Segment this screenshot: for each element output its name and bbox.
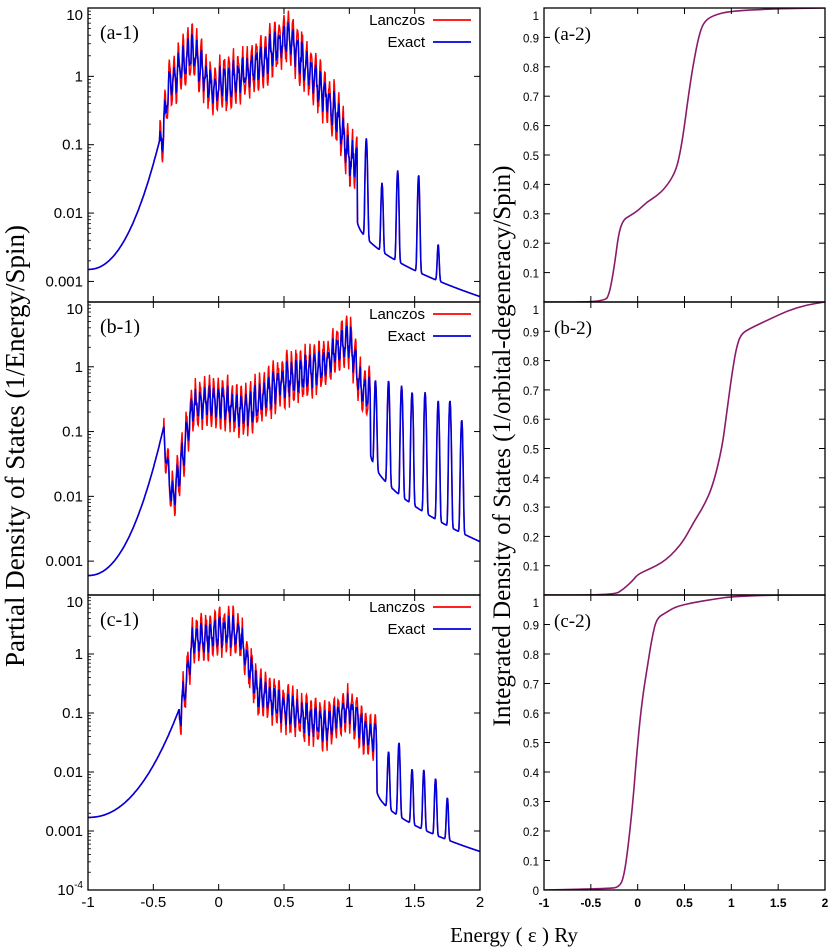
x-axis-label: Energy ( ε ) Ry <box>450 923 578 947</box>
y-tick-label: 1 <box>533 305 539 317</box>
series-line-integrated <box>544 8 825 302</box>
y-axis-label-left: Partial Density of States (1/Energy/Spin… <box>0 225 30 667</box>
y-tick-label: 0.7 <box>523 92 539 104</box>
y-tick-label: 0.1 <box>62 705 83 722</box>
y-tick-label: 10-4 <box>57 880 83 899</box>
y-tick-label: 0.6 <box>523 122 539 134</box>
x-tick-label: 1 <box>345 894 353 911</box>
y-tick-label: 1 <box>75 359 83 376</box>
y-tick-label: 0.01 <box>54 488 83 505</box>
y-tick-label: 0.6 <box>523 415 539 427</box>
y-tick-label: 0.7 <box>523 386 539 398</box>
panel-label: (a-2) <box>554 24 591 45</box>
y-tick-label: 1 <box>75 68 83 85</box>
panel-label: (c-2) <box>554 611 591 632</box>
legend-label-exact: Exact <box>387 621 425 638</box>
x-tick-label: 0.5 <box>274 894 295 911</box>
y-tick-label: 0.1 <box>523 562 539 574</box>
series-line-integrated <box>544 302 825 595</box>
legend-label-lanczos: Lanczos <box>369 12 425 29</box>
x-tick-label: -0.5 <box>140 894 166 911</box>
x-tick-label: -1 <box>81 894 94 911</box>
y-tick-label: 0.4 <box>523 768 540 780</box>
series-line-exact <box>88 615 480 853</box>
panel-label: (a-1) <box>100 22 139 44</box>
panel-label: (c-1) <box>100 609 139 631</box>
y-tick-label: 0.5 <box>523 739 539 751</box>
y-tick-label: 0.5 <box>523 445 539 457</box>
y-tick-label: 10 <box>66 301 83 318</box>
panel-label: (b-1) <box>100 316 140 338</box>
y-tick-label: 0.5 <box>523 151 539 163</box>
y-tick-label: 0.1 <box>523 857 539 869</box>
y-tick-label: 0.6 <box>523 709 539 721</box>
x-tick-label: -0.5 <box>580 896 601 910</box>
y-tick-label: 0.9 <box>523 621 539 633</box>
x-tick-label: 0 <box>634 896 641 910</box>
series-line-exact <box>88 22 480 298</box>
panel-a-2: 1 0.9 0.8 0.7 0.6 0.5 0.4 0.3 0.2 0.1 (a-2) <box>523 7 826 303</box>
y-tick-label: 0.7 <box>523 680 539 692</box>
plot-frame <box>87 594 481 891</box>
series-line-exact <box>88 325 480 577</box>
x-tick-label: -1 <box>539 896 550 910</box>
panel-c-2: 10.90.80.70.60.50.40.30.20.10-1 -0.5 0 0.5 1… <box>523 594 829 910</box>
panel-label: (b-2) <box>554 318 592 339</box>
y-tick-label: 1 <box>533 598 539 610</box>
x-tick-label: 1 <box>728 896 735 910</box>
x-tick-label: 2 <box>822 896 829 910</box>
x-tick-label: 1.5 <box>404 894 425 911</box>
y-tick-label: 0.2 <box>523 239 539 251</box>
y-tick-label: 0.4 <box>523 180 540 192</box>
plot-frame <box>543 594 826 891</box>
legend-label-exact: Exact <box>387 328 425 345</box>
plot-frame <box>543 7 826 303</box>
legend-label-lanczos: Lanczos <box>369 306 425 323</box>
y-tick-label: 0.8 <box>523 357 539 369</box>
y-tick-label: 0.001 <box>45 273 83 290</box>
y-tick-label: 0.3 <box>523 503 539 515</box>
y-axis-label-right: Integrated Density of States (1/orbital-… <box>489 166 516 727</box>
y-tick-label: 0.2 <box>523 532 539 544</box>
x-tick-label: 2 <box>476 894 484 911</box>
y-tick-label: 0.01 <box>54 205 83 222</box>
y-tick-label: 10 <box>66 594 83 611</box>
x-tick-label: 0.5 <box>676 896 693 910</box>
y-tick-label: 0.1 <box>523 269 539 281</box>
y-tick-label: 0.2 <box>523 827 539 839</box>
panel-c-1: 10 1 0.1 0.01 0.001 10-4-1 -0.5 0 0.5 1 1.5 2 (c-1) L… <box>45 594 484 911</box>
y-tick-label: 0.3 <box>523 798 539 810</box>
series-line-lanczos <box>88 315 480 577</box>
panel-b-2: 1 0.9 0.8 0.7 0.6 0.5 0.4 0.3 0.2 0.1 (b-2) <box>523 301 826 596</box>
y-tick-label: 10 <box>66 7 83 24</box>
plot-frame <box>87 301 481 596</box>
panel-a-1: 10 1 0.1 0.01 0.001 (a-1) Lanczos Exact <box>45 7 481 303</box>
plot-frame <box>543 301 826 596</box>
y-tick-label: 0.001 <box>45 553 83 570</box>
x-tick-label: 0 <box>214 894 222 911</box>
y-tick-label: 0.8 <box>523 650 539 662</box>
legend-label-exact: Exact <box>387 34 425 51</box>
y-tick-label: 0 <box>533 886 539 898</box>
y-tick-label: 0.1 <box>62 137 83 154</box>
y-tick-label: 0.9 <box>523 327 539 339</box>
y-tick-label: 0.01 <box>54 764 83 781</box>
panel-b-1: 10 1 0.1 0.01 0.001 (b-1) Lanczos Exact <box>45 301 481 596</box>
y-tick-label: 1 <box>533 11 539 23</box>
y-tick-label: 0.8 <box>523 63 539 75</box>
y-tick-label: 0.1 <box>62 424 83 441</box>
y-tick-label: 1 <box>75 646 83 663</box>
y-tick-label: 0.3 <box>523 210 539 222</box>
y-tick-label: 0.9 <box>523 33 539 45</box>
x-tick-label: 1.5 <box>770 896 787 910</box>
y-tick-label: 0.4 <box>523 474 540 486</box>
series-line-lanczos <box>88 605 480 853</box>
series-line-integrated <box>544 595 825 890</box>
y-tick-label: 0.001 <box>45 823 83 840</box>
legend-label-lanczos: Lanczos <box>369 599 425 616</box>
